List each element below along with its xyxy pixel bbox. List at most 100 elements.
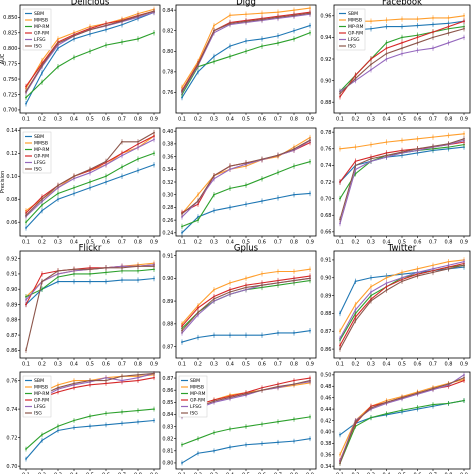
- data-point: [25, 349, 27, 352]
- x-tick-label: 0.5: [86, 473, 94, 474]
- data-point: [229, 396, 231, 399]
- data-point: [370, 68, 372, 71]
- x-tick-label: 0.1: [336, 362, 344, 368]
- data-point: [245, 392, 247, 395]
- data-point: [41, 280, 43, 283]
- data-point: [57, 386, 59, 389]
- data-point: [121, 379, 123, 382]
- x-tick-label: 0.9: [306, 473, 314, 474]
- data-point: [57, 276, 59, 278]
- data-point: [261, 12, 263, 15]
- data-point: [293, 383, 295, 386]
- y-tick-label: 0.90: [6, 287, 17, 293]
- y-tick-label: 0.28: [162, 205, 173, 211]
- y-tick-label: 0.32: [162, 180, 173, 186]
- data-point: [89, 171, 91, 174]
- y-tick-label: 0.88: [320, 100, 331, 106]
- data-point: [463, 264, 465, 267]
- data-point: [245, 425, 247, 428]
- data-point: [401, 36, 403, 39]
- data-point: [293, 270, 295, 273]
- y-tick-label: 0.86: [320, 347, 331, 353]
- y-tick-label: 0.775: [3, 61, 17, 67]
- data-point: [245, 277, 247, 280]
- x-tick-label: 0.8: [290, 117, 298, 123]
- data-point: [463, 373, 465, 376]
- x-tick-label: 0.4: [70, 473, 78, 474]
- data-point: [105, 24, 107, 27]
- data-point: [354, 308, 357, 311]
- y-axis-label: AUC: [0, 53, 6, 64]
- data-point: [261, 18, 263, 21]
- data-point: [153, 163, 155, 166]
- data-point: [416, 275, 419, 277]
- panel-title: Digg: [236, 0, 256, 8]
- y-tick-label: 0.40: [162, 129, 173, 135]
- data-point: [197, 200, 199, 202]
- data-point: [105, 160, 107, 163]
- data-point: [416, 406, 419, 409]
- x-tick-label: 0.6: [258, 117, 266, 123]
- data-point: [121, 154, 123, 157]
- data-point: [25, 102, 27, 105]
- data-point: [25, 458, 27, 460]
- data-point: [293, 440, 295, 443]
- data-point: [401, 409, 403, 412]
- x-tick-label: 0.1: [178, 362, 186, 368]
- data-point: [339, 147, 341, 150]
- data-point: [89, 379, 91, 382]
- data-point: [447, 264, 450, 267]
- y-tick-label: 0.26: [162, 218, 173, 224]
- data-point: [121, 375, 123, 378]
- x-tick-label: 0.6: [414, 240, 422, 246]
- y-axis-label: Precision: [0, 171, 6, 193]
- y-tick-label: 0.38: [162, 142, 173, 148]
- y-tick-label: 0.38: [320, 441, 331, 447]
- data-point: [245, 443, 247, 446]
- data-point: [463, 260, 465, 263]
- x-tick-label: 0.7: [274, 473, 282, 474]
- y-tick-label: 0.800: [3, 46, 17, 52]
- data-point: [385, 47, 388, 50]
- data-point: [293, 165, 295, 168]
- data-point: [339, 181, 341, 183]
- data-point: [73, 426, 75, 429]
- data-point: [57, 65, 59, 68]
- data-point: [370, 63, 372, 66]
- data-point: [105, 181, 107, 183]
- data-point: [354, 77, 357, 80]
- y-tick-label: 0.82: [162, 436, 173, 442]
- data-point: [213, 24, 215, 27]
- data-point: [432, 387, 434, 390]
- data-point: [25, 227, 27, 229]
- x-tick-label: 0.2: [352, 362, 360, 368]
- x-tick-label: 0.7: [118, 117, 126, 123]
- legend-label: LFSG: [348, 37, 360, 43]
- y-tick-label: 0.48: [320, 384, 331, 390]
- data-point: [57, 280, 59, 283]
- y-tick-label: 0.42: [320, 418, 331, 424]
- y-tick-label: 0.86: [162, 388, 173, 394]
- data-point: [339, 222, 341, 225]
- data-point: [73, 186, 75, 189]
- data-point: [181, 225, 183, 228]
- data-point: [261, 389, 263, 392]
- x-tick-label: 0.3: [367, 117, 375, 123]
- data-point: [293, 29, 295, 32]
- y-tick-label: 0.74: [6, 407, 17, 413]
- x-tick-label: 0.7: [274, 240, 282, 246]
- data-point: [105, 163, 107, 166]
- data-point: [293, 9, 295, 12]
- data-point: [153, 408, 155, 410]
- data-point: [401, 25, 403, 28]
- data-point: [41, 59, 43, 62]
- data-point: [277, 196, 279, 199]
- x-tick-label: 0.2: [352, 473, 360, 474]
- x-tick-label: 0.4: [226, 117, 234, 123]
- x-tick-label: 0.8: [445, 117, 453, 123]
- data-point: [89, 415, 91, 418]
- y-tick-label: 0.80: [162, 461, 173, 467]
- data-point: [416, 36, 419, 39]
- x-tick-label: 0.3: [367, 240, 375, 246]
- data-point: [181, 325, 183, 328]
